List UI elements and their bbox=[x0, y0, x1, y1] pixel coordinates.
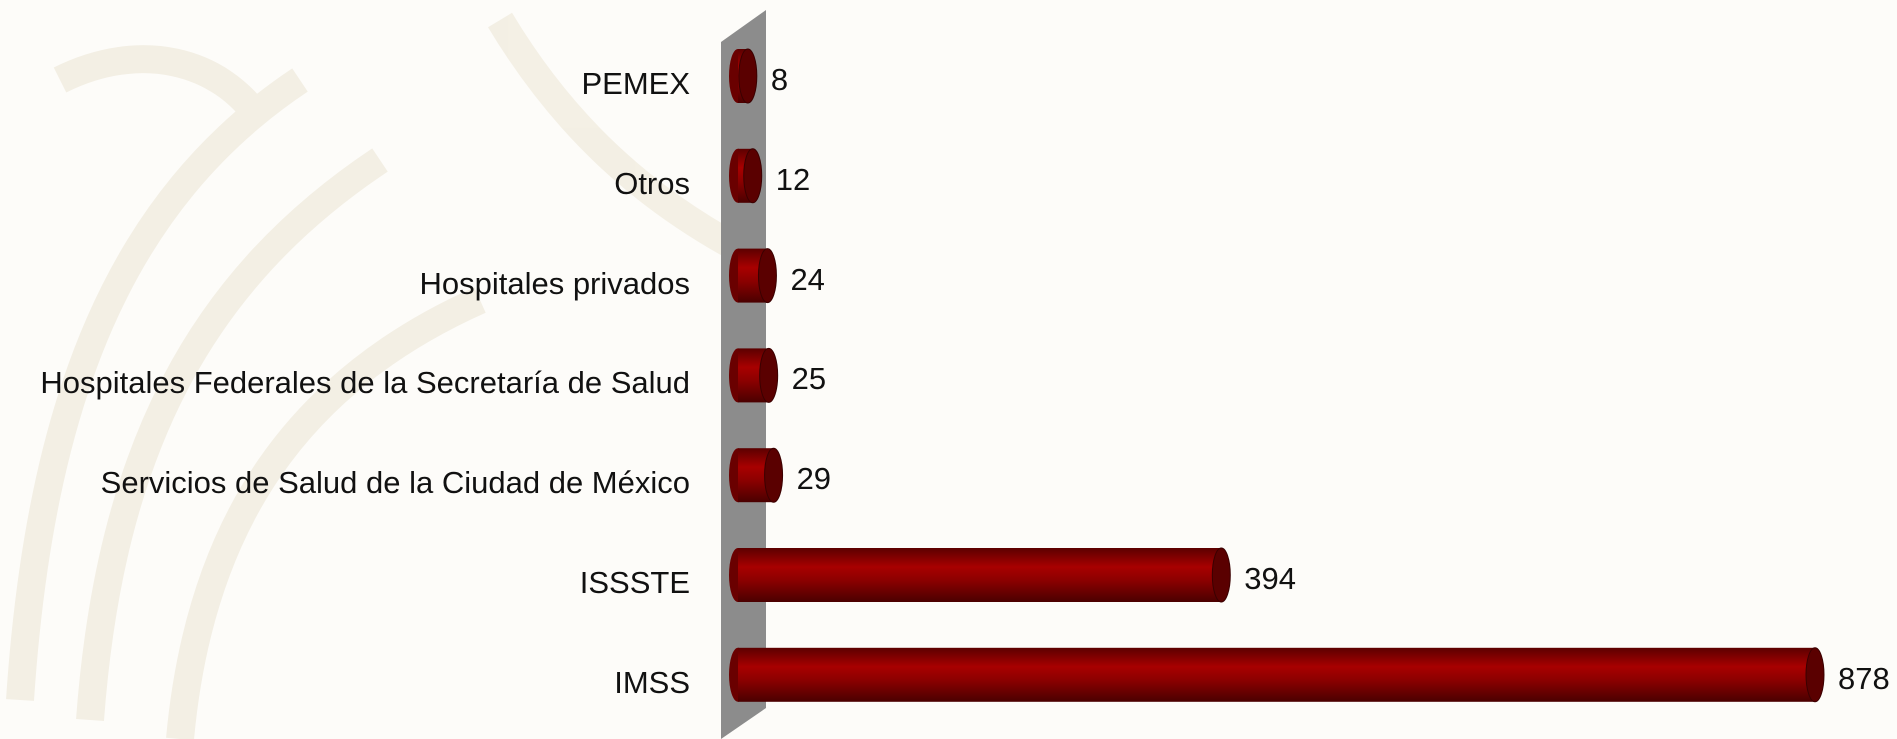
category-label: ISSSTE bbox=[579, 565, 690, 600]
value-label: 29 bbox=[796, 461, 832, 497]
bar-part bbox=[757, 248, 777, 304]
bar bbox=[729, 148, 763, 204]
category-label: Servicios de Salud de la Ciudad de Méxic… bbox=[100, 465, 690, 501]
bar-part bbox=[764, 447, 784, 503]
bar bbox=[729, 547, 1231, 603]
bar-part bbox=[759, 347, 779, 403]
bar bbox=[729, 347, 779, 403]
bar bbox=[729, 647, 1825, 703]
bar-part bbox=[1805, 647, 1825, 703]
bar-part bbox=[738, 647, 1815, 702]
bar-part bbox=[1211, 547, 1231, 603]
category-label: IMSS bbox=[614, 664, 690, 700]
bar-part bbox=[738, 548, 1222, 602]
bar-part bbox=[738, 48, 758, 104]
value-label: 878 bbox=[1838, 660, 1890, 696]
category-label: PEMEX bbox=[581, 66, 690, 101]
value-label: 12 bbox=[775, 161, 811, 197]
category-label: Hospitales Federales de la Secretaría de… bbox=[40, 365, 690, 401]
value-label: 25 bbox=[791, 361, 827, 397]
value-label: 24 bbox=[790, 261, 825, 297]
bar bbox=[729, 48, 758, 104]
value-label: 394 bbox=[1244, 561, 1297, 596]
value-label: 8 bbox=[770, 62, 789, 97]
bar bbox=[729, 248, 777, 304]
background-pattern bbox=[6, 12, 767, 739]
category-label: Hospitales privados bbox=[419, 265, 690, 301]
bar-part bbox=[743, 148, 763, 204]
category-label: Otros bbox=[614, 165, 690, 201]
bar bbox=[729, 447, 784, 503]
